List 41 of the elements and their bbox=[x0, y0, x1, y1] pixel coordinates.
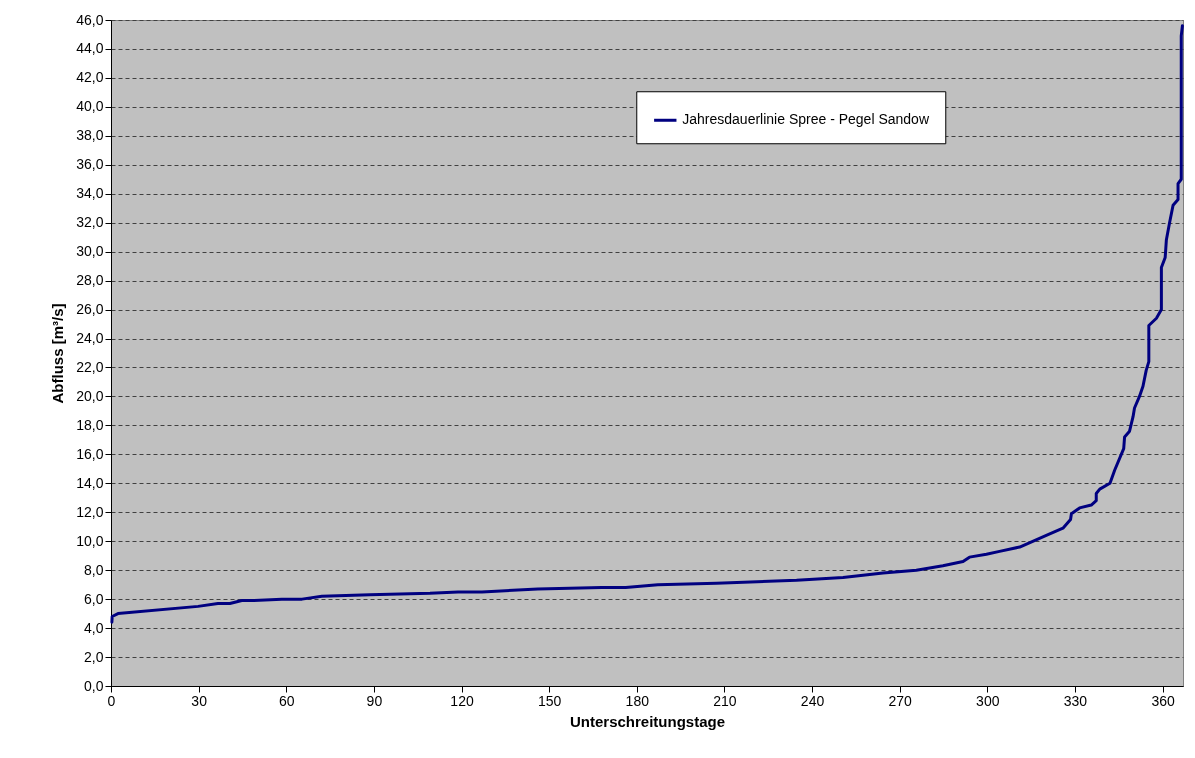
y-tick-label: 24,0 bbox=[76, 330, 104, 347]
x-tick-label: 150 bbox=[537, 692, 562, 709]
line-series bbox=[110, 24, 1184, 624]
x-tick-label: 360 bbox=[1151, 692, 1175, 709]
x-tick-label: 120 bbox=[450, 692, 474, 709]
y-tick-label: 16,0 bbox=[76, 445, 104, 462]
y-tick-label: 12,0 bbox=[76, 503, 104, 520]
y-tick-label: 6,0 bbox=[84, 590, 104, 607]
x-tick-label: 30 bbox=[191, 692, 208, 709]
x-tick-label: 330 bbox=[1063, 692, 1088, 709]
legend-label: Jahresdauerlinie Spree - Pegel Sandow bbox=[682, 111, 930, 128]
x-tick-label: 60 bbox=[278, 692, 295, 709]
x-tick-label: 240 bbox=[800, 692, 825, 709]
y-tick-label: 30,0 bbox=[76, 243, 104, 260]
y-tick-label: 8,0 bbox=[84, 561, 104, 578]
x-tick-label: 270 bbox=[888, 692, 913, 709]
y-tick-label: 26,0 bbox=[76, 301, 104, 318]
y-tick-label: 44,0 bbox=[76, 40, 104, 57]
x-axis-title: Unterschreitungstage bbox=[569, 712, 726, 730]
y-tick-label: 38,0 bbox=[76, 127, 104, 144]
y-tick-label: 28,0 bbox=[76, 272, 104, 289]
y-tick-label: 2,0 bbox=[84, 648, 104, 665]
y-tick-label: 46,0 bbox=[76, 11, 104, 28]
y-tick-label: 4,0 bbox=[84, 619, 104, 636]
y-tick-label: 34,0 bbox=[76, 185, 104, 202]
x-tick-label: 210 bbox=[713, 692, 737, 709]
y-tick-label: 36,0 bbox=[76, 156, 104, 173]
y-tick-label: 40,0 bbox=[76, 98, 104, 115]
y-tick-label: 10,0 bbox=[76, 532, 104, 549]
y-tick-label: 42,0 bbox=[76, 69, 104, 86]
x-tick-label: 300 bbox=[976, 692, 1000, 709]
y-tick-label: 32,0 bbox=[76, 214, 104, 231]
y-tick-label: 18,0 bbox=[76, 416, 104, 433]
y-tick-label: 20,0 bbox=[76, 387, 104, 404]
x-tick-label: 0 bbox=[107, 692, 116, 709]
y-tick-label: 22,0 bbox=[76, 358, 104, 375]
x-tick-label: 90 bbox=[366, 692, 383, 709]
y-tick-label: 14,0 bbox=[76, 474, 104, 491]
x-tick-label: 180 bbox=[625, 692, 650, 709]
y-tick-label: 0,0 bbox=[84, 677, 104, 694]
y-axis-title: Abfluss [m³/s] bbox=[49, 303, 67, 404]
